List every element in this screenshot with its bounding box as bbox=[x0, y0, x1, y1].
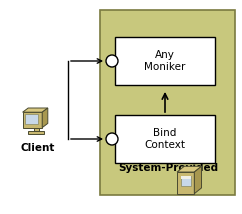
Bar bbox=[100, 10, 235, 195]
Text: System-Provided: System-Provided bbox=[118, 163, 218, 173]
Polygon shape bbox=[23, 108, 48, 112]
Bar bbox=[115, 37, 215, 85]
Bar bbox=[177, 172, 194, 194]
Bar bbox=[181, 176, 191, 179]
Text: Client: Client bbox=[21, 143, 55, 153]
Bar bbox=[34, 128, 39, 131]
Bar bbox=[181, 176, 191, 186]
Bar bbox=[25, 114, 38, 124]
Bar bbox=[23, 112, 42, 128]
Polygon shape bbox=[177, 166, 202, 172]
Bar bbox=[28, 131, 44, 134]
Circle shape bbox=[106, 133, 118, 145]
Circle shape bbox=[106, 55, 118, 67]
Bar bbox=[115, 115, 215, 163]
Text: Any
Moniker: Any Moniker bbox=[144, 50, 186, 72]
Text: Bind
Context: Bind Context bbox=[144, 128, 186, 150]
Polygon shape bbox=[194, 166, 202, 194]
Polygon shape bbox=[42, 108, 48, 128]
